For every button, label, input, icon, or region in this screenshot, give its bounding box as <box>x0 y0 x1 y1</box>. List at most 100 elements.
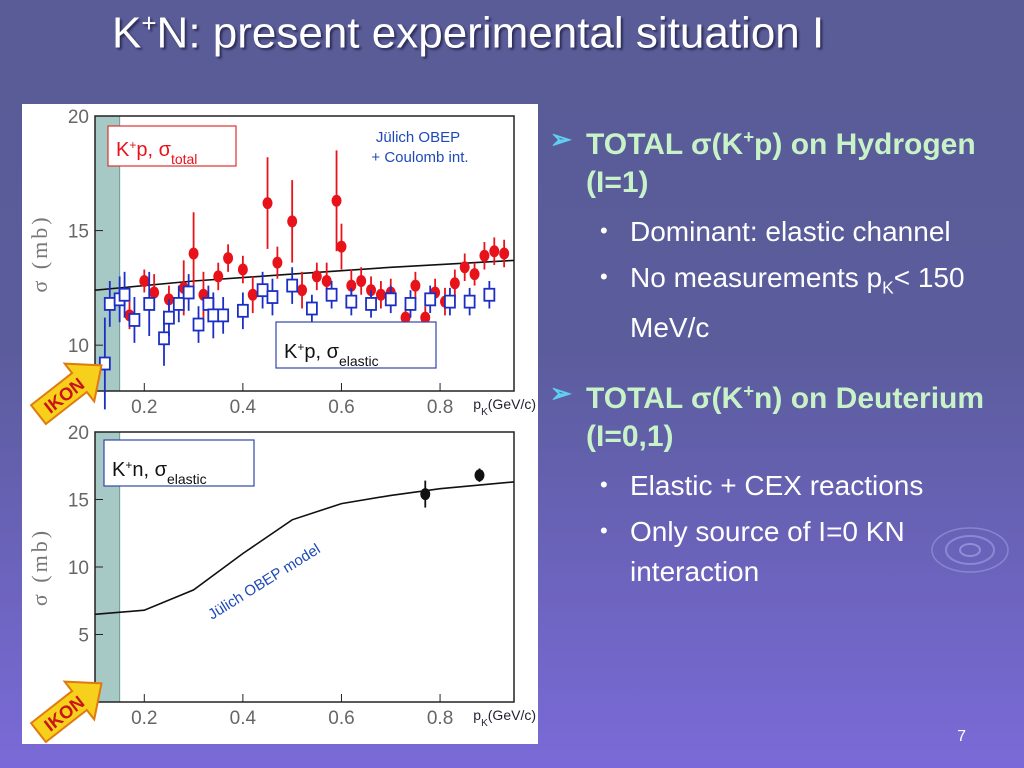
x-axis-label: pK(GeV/c) <box>473 396 536 418</box>
elastic-point <box>236 303 249 318</box>
elastic-point <box>463 294 476 309</box>
x-tick-label: 0.6 <box>328 397 354 418</box>
sub-bullet-no-measurements: • No measurements pK< 150 MeV/c <box>550 258 1020 348</box>
total-point <box>489 245 500 258</box>
total-point <box>287 215 298 228</box>
dot-bullet-icon: • <box>600 264 608 289</box>
total-point <box>139 275 150 287</box>
total-point <box>311 270 322 283</box>
cross-section-plots: 10 15 20 0.2 0.4 0.6 0.8 σ (mb) pK(GeV/c) IKON K+p… <box>22 104 538 744</box>
elastic-point <box>325 287 338 302</box>
total-point <box>223 252 234 265</box>
total-point <box>449 277 460 290</box>
x-tick-label: 0.4 <box>230 397 257 418</box>
x-tick-label: 0.2 <box>131 708 157 729</box>
y-tick-label: 5 <box>78 626 89 647</box>
bullet-total-kn: ➢ TOTAL σ(K+n) on Deuterium (I=0,1) <box>550 372 1020 456</box>
ikon-logo-icon: IKON <box>29 362 103 426</box>
elastic-point <box>266 290 279 304</box>
elastic-point <box>365 297 377 311</box>
dot-bullet-icon: • <box>600 517 608 543</box>
ikon-arrow-shape <box>29 362 103 426</box>
total-point <box>331 194 342 207</box>
y-tick-label: 10 <box>68 558 89 579</box>
total-point <box>346 279 357 292</box>
total-point <box>479 249 490 262</box>
y-axis-label: σ (mb) <box>27 214 52 292</box>
elastic-label-box-border <box>275 321 437 369</box>
total-point <box>163 293 174 306</box>
bullet-total-kp: ➢ TOTAL σ(K+p) on Hydrogen (I=1) <box>550 118 1020 202</box>
x-tick-label: 0.8 <box>427 708 453 729</box>
total-point <box>420 311 431 324</box>
x-tick-label: 0.4 <box>230 708 257 729</box>
dot-bullet-icon: • <box>600 218 608 243</box>
total-point <box>400 311 411 324</box>
x-tick-label: 0.8 <box>427 397 453 418</box>
figure: 10 15 20 0.2 0.4 0.6 0.8 σ (mb) pK(GeV/c) IKON K+p… <box>22 104 538 744</box>
total-point <box>272 256 283 269</box>
elastic-point <box>202 297 215 311</box>
elastic-point <box>98 356 111 371</box>
y-axis-label: σ (mb) <box>27 528 52 606</box>
elastic-point <box>424 292 437 307</box>
bullet-list: ➢ TOTAL σ(K+p) on Hydrogen (I=1) • Domin… <box>550 118 1020 598</box>
elastic-point <box>172 297 185 311</box>
elastic-point <box>103 297 116 311</box>
elastic-point <box>286 278 299 293</box>
total-point <box>237 263 248 276</box>
x-axis-label: pK(GeV/c) <box>473 707 536 729</box>
elastic-point <box>182 285 195 300</box>
total-point <box>499 247 510 260</box>
total-point <box>321 275 332 287</box>
elastic-point <box>384 292 397 307</box>
total-point <box>262 197 273 210</box>
total-point <box>356 275 367 287</box>
elastic-point <box>143 297 156 311</box>
y-tick-label: 20 <box>68 107 89 128</box>
total-point <box>149 286 160 299</box>
x-tick-label: 0.2 <box>131 397 157 418</box>
dot-bullet-icon: • <box>600 471 608 497</box>
total-label-box: K+p, σtotal <box>116 138 197 167</box>
total-point <box>375 288 386 301</box>
elastic-point <box>192 317 205 332</box>
ikon-arrow-shape <box>29 680 103 744</box>
top-plot: 10 15 20 0.2 0.4 0.6 0.8 σ (mb) pK(GeV/c) IKON K+p… <box>27 107 536 426</box>
elastic-point <box>128 313 141 327</box>
elastic-point <box>483 287 496 302</box>
kn-elastic-label-box-border <box>103 439 255 487</box>
elastic-point <box>305 301 318 316</box>
arrow-bullet-icon: ➢ <box>550 124 572 154</box>
y-tick-label: 10 <box>68 336 89 357</box>
y-tick-label: 15 <box>68 491 89 512</box>
x-tick-label: 0.6 <box>328 708 354 729</box>
y-tick-label: 20 <box>68 423 89 444</box>
total-point <box>336 240 347 253</box>
elastic-point <box>217 308 230 323</box>
total-point <box>213 270 224 283</box>
elastic-point <box>404 297 417 311</box>
elastic-point <box>158 331 170 346</box>
elastic-point <box>207 308 220 323</box>
ripple-decoration-icon <box>931 527 1009 573</box>
elastic-point <box>256 283 269 298</box>
data-point <box>420 488 431 501</box>
plot-frame <box>94 115 515 392</box>
annotation-line-1: Jülich OBEP <box>376 129 460 146</box>
page-number: 7 <box>957 728 966 745</box>
data-point <box>474 469 485 482</box>
sub-bullet-cex: • Elastic + CEX reactions <box>550 466 1020 506</box>
total-point <box>469 268 480 281</box>
sub-bullet-only-source: • Only source of I=0 KN interaction <box>550 512 1020 592</box>
kn-elastic-label-box: K+n, σelastic <box>112 458 207 487</box>
total-point <box>459 261 470 274</box>
page-title: K+N: present experimental situation I <box>112 8 825 58</box>
elastic-point <box>163 310 175 325</box>
arrow-bullet-icon: ➢ <box>550 377 572 408</box>
total-point <box>410 279 421 292</box>
elastic-label-box: K+p, σelastic <box>284 340 379 369</box>
y-tick-label: 15 <box>68 222 89 243</box>
total-point <box>247 288 258 301</box>
elastic-point <box>118 287 131 302</box>
